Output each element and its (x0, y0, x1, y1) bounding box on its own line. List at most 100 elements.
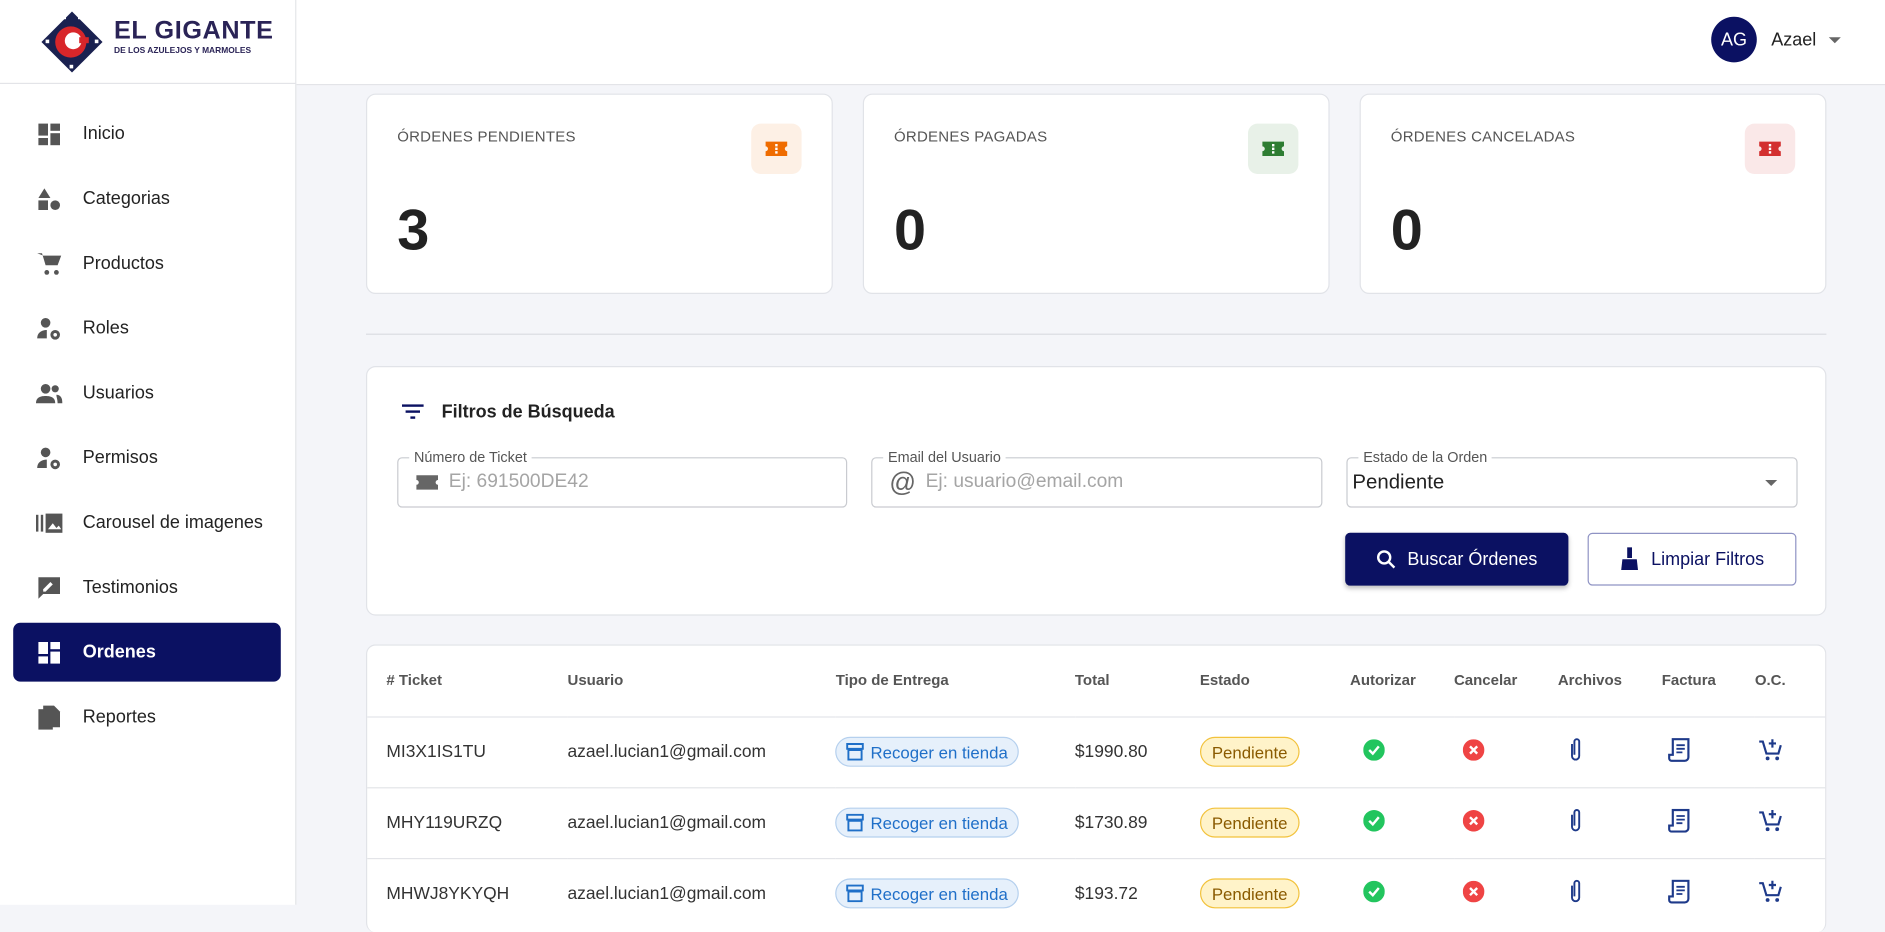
ticket-icon (1744, 123, 1796, 174)
sidebar-item-testimonios[interactable]: Testimonios (13, 558, 281, 617)
add-cart-icon[interactable] (1758, 737, 1783, 761)
filters-title: Filtros de Búsqueda (441, 402, 615, 423)
cancel-icon[interactable] (1462, 809, 1484, 832)
add-cart-icon[interactable] (1758, 808, 1783, 832)
chevron-down-icon[interactable] (1828, 37, 1841, 44)
filter-icon (402, 404, 424, 419)
column-header: Factura (1661, 672, 1716, 690)
user-cell: azael.lucian1@gmail.com (567, 786, 836, 859)
sidebar-item-label: Roles (82, 318, 129, 339)
sidebar-item-permisos[interactable]: Permisos (13, 428, 281, 487)
delivery-chip: Recoger en tienda (835, 736, 1019, 767)
status-badge: Pendiente (1199, 878, 1300, 909)
sidebar-item-reportes[interactable]: Reportes (13, 688, 281, 747)
column-header: # Ticket (386, 672, 442, 690)
brand-logo[interactable]: EL GIGANTE DE LOS AZULEJOS Y MARMOLES (0, 0, 297, 84)
store-icon (846, 884, 865, 903)
feedback-icon (13, 575, 83, 599)
store-icon (846, 743, 865, 761)
user-cell: azael.lucian1@gmail.com (567, 857, 836, 929)
table-row[interactable]: MHY119URZQ azael.lucian1@gmail.com Recog… (367, 786, 1826, 859)
file-copy-icon (13, 704, 83, 730)
total-cell: $193.72 (1074, 857, 1200, 929)
image-library-icon (13, 511, 83, 535)
dashboard-icon (13, 640, 83, 664)
brand-name: EL GIGANTE (114, 16, 274, 45)
attachment-icon[interactable] (1567, 878, 1584, 904)
user-cell: azael.lucian1@gmail.com (567, 715, 836, 788)
sidebar-item-usuarios[interactable]: Usuarios (13, 364, 281, 423)
sidebar-item-carousel-de-imagenes[interactable]: Carousel de imagenes (13, 493, 281, 552)
status-badge: Pendiente (1199, 736, 1300, 767)
total-cell: $1730.89 (1074, 786, 1200, 859)
sidebar-item-label: Categorias (82, 188, 170, 209)
sidebar-item-label: Carousel de imagenes (82, 512, 263, 533)
status-value: Pendiente (1352, 470, 1445, 494)
sidebar-item-label: Usuarios (82, 382, 154, 404)
delivery-label: Recoger en tienda (870, 813, 1008, 833)
email-input[interactable] (925, 471, 1286, 494)
delivery-cell: Recoger en tienda (835, 715, 1075, 788)
sidebar-item-label: Productos (82, 253, 164, 274)
delivery-chip: Recoger en tienda (835, 878, 1019, 909)
authorize-icon[interactable] (1363, 880, 1385, 903)
delivery-cell: Recoger en tienda (835, 857, 1075, 929)
category-icon (13, 187, 83, 211)
ticket-icon (416, 475, 439, 490)
brand-tagline: DE LOS AZULEJOS Y MARMOLES (114, 46, 252, 56)
column-header: O.C. (1754, 672, 1786, 690)
column-header: Total (1074, 672, 1110, 690)
stat-label: ÓRDENES PAGADAS (894, 128, 1048, 146)
top-bar: AG Azael (296, 0, 1885, 86)
sidebar-item-roles[interactable]: Roles (13, 299, 281, 358)
avatar[interactable]: AG (1711, 16, 1757, 63)
authorize-icon[interactable] (1363, 738, 1385, 761)
delivery-cell: Recoger en tienda (835, 786, 1075, 859)
sidebar-item-ordenes[interactable]: Ordenes (13, 622, 281, 682)
ticket-cell: MHWJ8YKYQH (367, 857, 568, 929)
sidebar-item-categorias[interactable]: Categorias (13, 169, 281, 228)
ticket-field[interactable]: Número de Ticket (397, 448, 848, 508)
stat-label: ÓRDENES PENDIENTES (397, 128, 576, 146)
add-cart-icon[interactable] (1758, 879, 1783, 903)
table-row[interactable]: MI3X1IS1TU azael.lucian1@gmail.com Recog… (367, 715, 1826, 788)
stat-value: 3 (397, 199, 430, 263)
invoice-icon[interactable] (1667, 879, 1690, 904)
stat-card: ÓRDENES PENDIENTES 3 (366, 93, 833, 294)
status-cell: Pendiente (1199, 715, 1351, 788)
authorize-icon[interactable] (1363, 809, 1385, 832)
cancel-icon[interactable] (1462, 880, 1484, 903)
attachment-icon[interactable] (1567, 807, 1584, 833)
search-icon (1376, 550, 1396, 569)
delivery-chip: Recoger en tienda (835, 807, 1019, 838)
email-field[interactable]: Email del Usuario @ (871, 448, 1323, 508)
sidebar-item-label: Ordenes (82, 642, 156, 663)
search-orders-button[interactable]: Buscar Órdenes (1345, 532, 1569, 586)
delivery-label: Recoger en tienda (870, 884, 1008, 904)
cancel-icon[interactable] (1462, 738, 1484, 761)
column-header: Autorizar (1350, 672, 1416, 690)
invoice-icon[interactable] (1667, 808, 1690, 833)
clear-filters-button[interactable]: Limpiar Filtros (1587, 532, 1797, 586)
column-header: Cancelar (1453, 672, 1518, 690)
invoice-icon[interactable] (1667, 737, 1690, 762)
sidebar-item-inicio[interactable]: Inicio (13, 104, 281, 163)
ticket-icon (1248, 123, 1299, 174)
status-select[interactable]: Estado de la Orden Pendiente (1346, 448, 1798, 508)
ticket-cell: MI3X1IS1TU (367, 715, 568, 788)
search-orders-label: Buscar Órdenes (1407, 549, 1538, 570)
dashboard-icon (13, 122, 83, 146)
column-header: Archivos (1557, 672, 1623, 690)
ticket-input[interactable] (448, 471, 809, 494)
users-icon (13, 381, 83, 405)
status-cell: Pendiente (1199, 857, 1351, 929)
column-header: Estado (1199, 672, 1250, 690)
user-name[interactable]: Azael (1771, 30, 1817, 51)
at-icon: @ (889, 466, 917, 497)
stat-value: 0 (1390, 199, 1423, 263)
stat-label: ÓRDENES CANCELADAS (1390, 128, 1576, 146)
sidebar-item-productos[interactable]: Productos (13, 234, 281, 293)
table-row[interactable]: MHWJ8YKYQH azael.lucian1@gmail.com Recog… (367, 857, 1826, 929)
sidebar-item-label: Permisos (82, 447, 158, 469)
attachment-icon[interactable] (1567, 736, 1584, 762)
